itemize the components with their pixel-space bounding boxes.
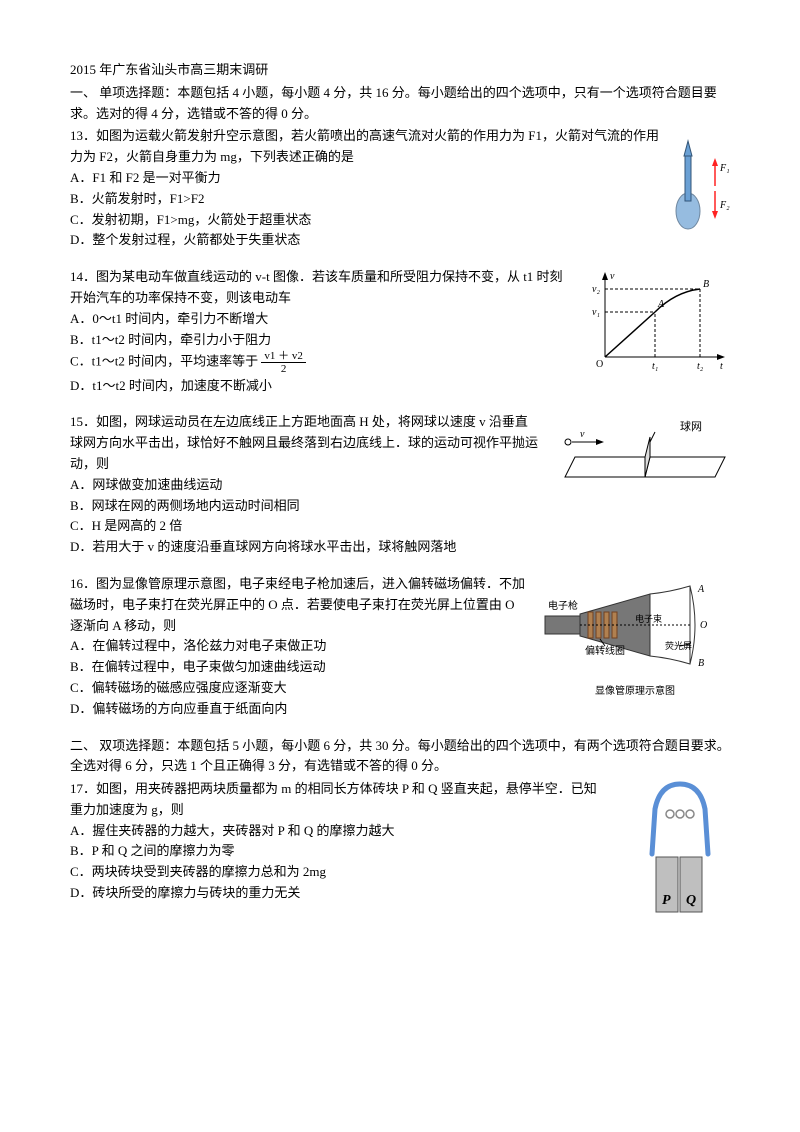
svg-text:v₁: v₁ — [592, 307, 600, 318]
q16-figure: 电子枪电子束偏转线圈荧光屏AOB 显像管原理示意图 — [540, 574, 730, 700]
q16-caption: 显像管原理示意图 — [540, 684, 730, 700]
q16-opt-d: D．偏转磁场的方向应垂直于纸面向内 — [70, 699, 530, 720]
question-15: 15．如图，网球运动员在左边底线正上方距地面高 H 处，将网球以速度 v 沿垂直… — [70, 412, 730, 558]
svg-text:A: A — [657, 299, 665, 310]
q15-stem: 15．如图，网球运动员在左边底线正上方距地面高 H 处，将网球以速度 v 沿垂直… — [70, 412, 540, 474]
q13-stem: 13．如图为运载火箭发射升空示意图，若火箭喷出的高速气流对火箭的作用力为 F1，… — [70, 126, 660, 168]
svg-text:电子束: 电子束 — [635, 613, 662, 624]
fraction-den: 2 — [261, 363, 306, 375]
q14-opt-c: C．t1～t2 时间内，平均速率等于 v1 ＋ v2 2 — [70, 350, 570, 375]
q13-opt-b: B．火箭发射时，F1>F2 — [70, 189, 660, 210]
section-1-head: 一、 单项选择题：本题包括 4 小题，每小题 4 分，共 16 分。每小题给出的… — [70, 83, 730, 125]
q13-figure: F₁ F₂ — [670, 126, 730, 236]
svg-text:t: t — [720, 361, 723, 372]
q16-opt-b: B．在偏转过程中，电子束做匀加速曲线运动 — [70, 657, 530, 678]
q16-opt-c: C．偏转磁场的磁感应强度应逐渐变大 — [70, 678, 530, 699]
q17-opt-c: C．两块砖块受到夹砖器的摩擦力总和为 2mg — [70, 862, 620, 883]
question-17: 17．如图，用夹砖器把两块质量都为 m 的相同长方体砖块 P 和 Q 竖直夹起，… — [70, 779, 730, 919]
svg-text:荧光屏: 荧光屏 — [665, 640, 692, 651]
q15-opt-a: A．网球做变加速曲线运动 — [70, 475, 540, 496]
question-16: 16．图为显像管原理示意图，电子束经电子枪加速后，进入偏转磁场偏转．不加磁场时，… — [70, 574, 730, 720]
q13-opt-a: A．F1 和 F2 是一对平衡力 — [70, 168, 660, 189]
q17-opt-a: A．握住夹砖器的力越大，夹砖器对 P 和 Q 的摩擦力越大 — [70, 821, 620, 842]
q17-figure: PQ — [630, 779, 730, 919]
svg-text:P: P — [662, 893, 671, 908]
svg-text:v: v — [580, 429, 585, 440]
q17-opt-b: B．P 和 Q 之间的摩擦力为零 — [70, 841, 620, 862]
svg-text:电子枪: 电子枪 — [548, 599, 578, 612]
q15-opt-c: C．H 是网高的 2 倍 — [70, 516, 540, 537]
question-13: 13．如图为运载火箭发射升空示意图，若火箭喷出的高速气流对火箭的作用力为 F1，… — [70, 126, 730, 251]
fraction-num: v1 ＋ v2 — [261, 350, 306, 363]
q13-opt-d: D．整个发射过程，火箭都处于失重状态 — [70, 230, 660, 251]
q14-opt-d: D．t1～t2 时间内，加速度不断减小 — [70, 376, 570, 397]
q14-opt-c-text: C．t1～t2 时间内，平均速率等于 — [70, 354, 258, 369]
q13-opt-c: C．发射初期，F1>mg，火箭处于超重状态 — [70, 210, 660, 231]
q16-opt-a: A．在偏转过程中，洛伦兹力对电子束做正功 — [70, 636, 530, 657]
q14-figure: Ot₁ t₂ t v₁ v₂ v A B — [580, 267, 730, 377]
svg-text:球网: 球网 — [680, 419, 702, 433]
q17-opt-d: D．砖块所受的摩擦力与砖块的重力无关 — [70, 883, 620, 904]
svg-text:t₁: t₁ — [652, 361, 658, 372]
q17-stem2: 重力加速度为 g，则 — [70, 800, 620, 821]
svg-text:t₂: t₂ — [697, 361, 704, 372]
q17-stem: 17．如图，用夹砖器把两块质量都为 m 的相同长方体砖块 P 和 Q 竖直夹起，… — [70, 779, 620, 800]
svg-text:B: B — [698, 658, 704, 669]
svg-text:v: v — [610, 271, 615, 282]
svg-text:F₁: F₁ — [719, 163, 730, 174]
section-2-head: 二、 双项选择题：本题包括 5 小题，每小题 6 分，共 30 分。每小题给出的… — [70, 736, 730, 778]
svg-text:A: A — [697, 584, 705, 595]
svg-text:v₂: v₂ — [592, 284, 600, 295]
q15-opt-d: D．若用大于 v 的速度沿垂直球网方向将球水平击出，球将触网落地 — [70, 537, 540, 558]
svg-text:O: O — [596, 359, 603, 370]
svg-text:Q: Q — [686, 893, 696, 908]
q14-opt-b: B．t1～t2 时间内，牵引力小于阻力 — [70, 330, 570, 351]
svg-text:O: O — [700, 620, 707, 631]
q14-stem: 14．图为某电动车做直线运动的 v-t 图像．若该车质量和所受阻力保持不变，从 … — [70, 267, 570, 309]
q16-stem: 16．图为显像管原理示意图，电子束经电子枪加速后，进入偏转磁场偏转．不加磁场时，… — [70, 574, 530, 636]
q15-figure: 球网 v — [550, 412, 730, 492]
q15-opt-b: B．网球在网的两侧场地内运动时间相同 — [70, 496, 540, 517]
exam-title: 2015 年广东省汕头市高三期末调研 — [70, 60, 730, 81]
question-14: 14．图为某电动车做直线运动的 v-t 图像．若该车质量和所受阻力保持不变，从 … — [70, 267, 730, 396]
q14-opt-a: A．0～t1 时间内，牵引力不断增大 — [70, 309, 570, 330]
svg-text:B: B — [703, 279, 709, 290]
fraction: v1 ＋ v2 2 — [261, 350, 306, 375]
svg-text:F₂: F₂ — [719, 200, 730, 211]
